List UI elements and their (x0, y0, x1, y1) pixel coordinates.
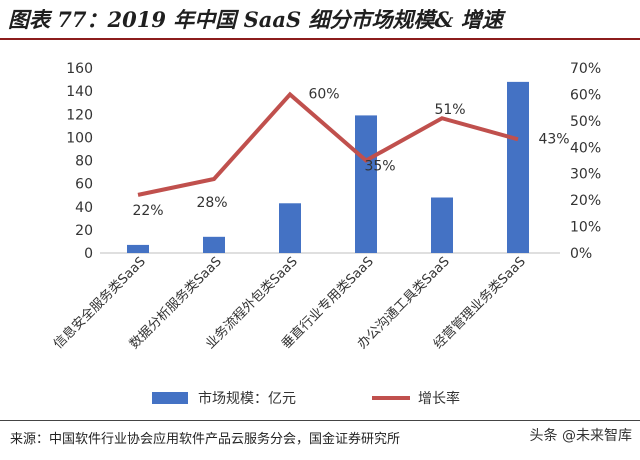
left-tick-label: 80 (75, 154, 93, 170)
legend: 市场规模：亿元 增长率 (152, 390, 460, 407)
legend-line-label: 增长率 (418, 390, 460, 407)
chart: 0 20 40 60 80 100 120 140 160 0% 10% 20% 30% 40% 50% 6… (50, 61, 601, 407)
right-tick-label: 30% (570, 167, 601, 183)
bar-series (127, 81, 529, 253)
watermark: 头条 @未来智库 (529, 428, 632, 444)
legend-bar-swatch (152, 392, 188, 404)
right-tick-label: 20% (570, 193, 601, 209)
left-tick-label: 120 (66, 107, 93, 123)
left-tick-label: 140 (66, 84, 93, 100)
left-tick-label: 160 (66, 61, 93, 77)
left-axis: 0 20 40 60 80 100 120 140 160 (66, 61, 93, 262)
growth-rate-data-label: 60% (308, 86, 339, 102)
right-tick-label: 10% (570, 220, 601, 236)
left-tick-label: 60 (75, 177, 93, 193)
growth-rate-line (137, 91, 519, 197)
left-tick-label: 40 (75, 200, 93, 216)
left-tick-label: 100 (66, 130, 93, 146)
bar (507, 81, 529, 253)
bar (355, 115, 377, 253)
bar (279, 203, 301, 253)
growth-rate-series: 22% 28% 60% 35% 51% 43% (132, 86, 569, 218)
bar (203, 236, 225, 253)
left-tick-label: 20 (75, 223, 93, 239)
title-divider (0, 38, 640, 40)
source-divider (0, 420, 640, 421)
category-labels: 信息安全服务类SaaS数据分析服务类SaaS业务流程外包类SaaS垂直行业专用类… (50, 254, 529, 353)
right-tick-label: 0% (570, 246, 592, 262)
growth-rate-data-label: 35% (364, 159, 395, 175)
right-tick-label: 40% (570, 140, 601, 156)
growth-rate-data-label: 51% (434, 102, 465, 118)
right-axis: 0% 10% 20% 30% 40% 50% 60% 70% (570, 61, 601, 262)
right-tick-label: 70% (570, 61, 601, 77)
left-tick-label: 0 (84, 246, 93, 262)
right-tick-label: 50% (570, 114, 601, 130)
growth-rate-data-label: 22% (132, 203, 163, 219)
source-note: 来源：中国软件行业协会应用软件产品云服务分会，国金证券研究所 (10, 432, 401, 447)
bar (431, 197, 453, 253)
growth-rate-data-label: 28% (196, 195, 227, 211)
right-tick-label: 60% (570, 87, 601, 103)
bar (127, 244, 149, 253)
chart-title: 图表 77：2019 年中国 SaaS 细分市场规模& 增速 (8, 7, 503, 32)
growth-rate-data-label: 43% (538, 131, 569, 147)
legend-bar-label: 市场规模：亿元 (198, 390, 296, 407)
